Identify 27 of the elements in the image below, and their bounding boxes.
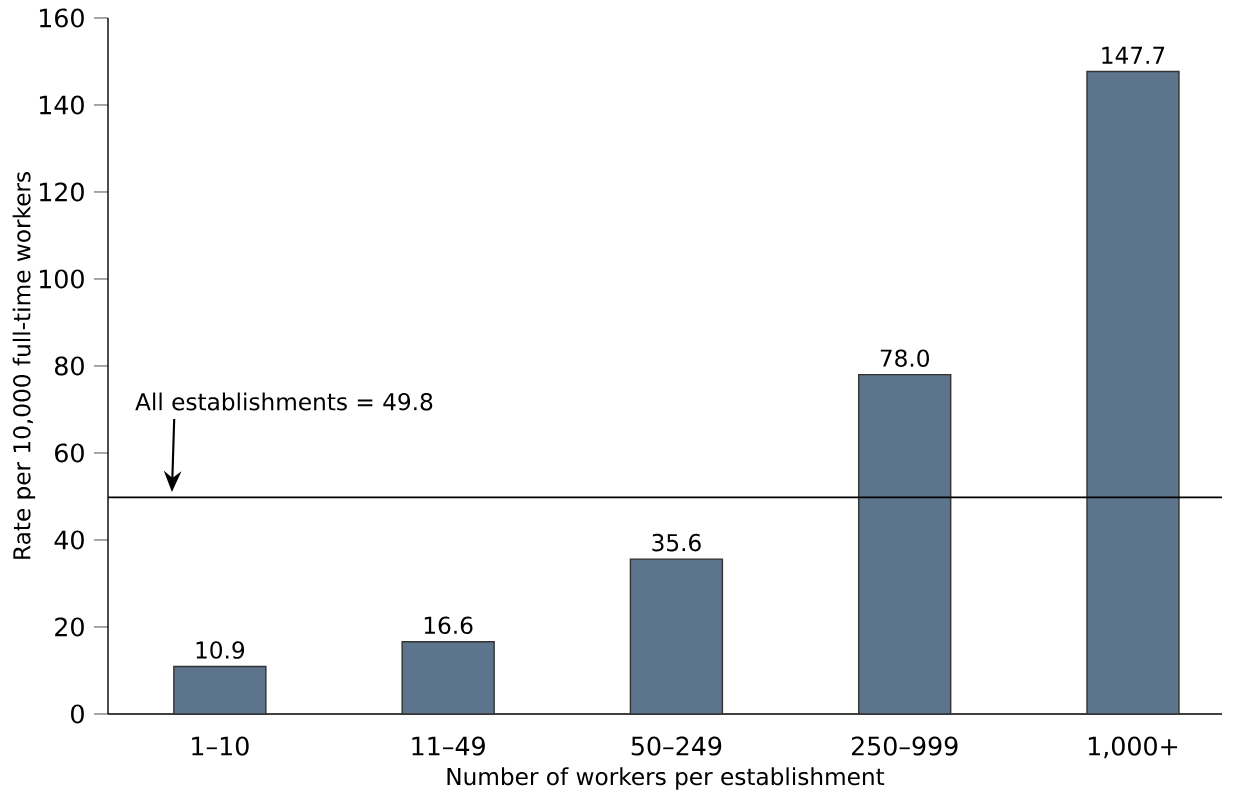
x-tick-label: 50–249 [631, 736, 722, 756]
y-tick-label: 140 [39, 95, 84, 115]
y-tick-label: 40 [54, 530, 84, 550]
x-axis-title: Number of workers per establishment [447, 767, 885, 790]
ref-line-label: All establishments = 49.8 [135, 392, 433, 411]
y-tick-label: 80 [55, 356, 84, 376]
data-label: 78.0 [880, 349, 929, 367]
x-tick-label: 11–49 [412, 736, 485, 756]
data-label: 147.7 [1102, 46, 1165, 64]
x-tick-label: 1,000+ [1088, 736, 1178, 759]
bar [857, 373, 952, 715]
data-label: 35.6 [652, 533, 701, 552]
y-tick-label: 20 [55, 617, 84, 637]
bar [629, 558, 724, 715]
y-tick-label: 100 [39, 269, 84, 289]
data-label: 10.9 [196, 641, 245, 659]
y-tick-label: 0 [71, 704, 84, 724]
x-tick-label: 250–999 [851, 736, 958, 756]
bar [1086, 70, 1180, 715]
y-tick-label: 120 [39, 182, 84, 202]
y-axis-title: Rate per 10,000 full-time workers [12, 172, 36, 559]
bar [173, 665, 267, 715]
x-tick-label: 1–10 [192, 736, 249, 756]
data-label: 16.6 [424, 616, 473, 635]
y-tick-label: 160 [39, 8, 84, 28]
bar [401, 641, 495, 715]
y-tick-label: 60 [55, 443, 84, 463]
